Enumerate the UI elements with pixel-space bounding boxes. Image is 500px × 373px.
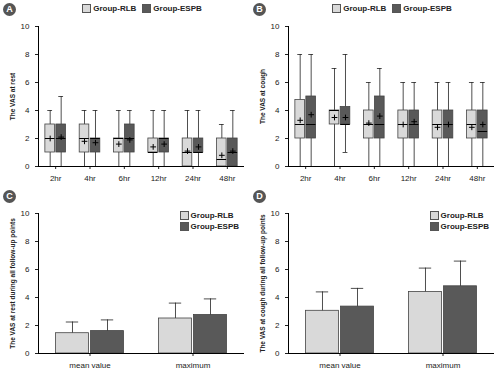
- html-text:B: B: [256, 4, 263, 14]
- svg-text:6: 6: [25, 78, 30, 87]
- svg-text:8: 8: [275, 237, 280, 246]
- svg-text:0: 0: [275, 349, 280, 358]
- html-text:C: C: [6, 191, 13, 201]
- svg-text:4: 4: [275, 293, 280, 302]
- svg-text:6: 6: [275, 265, 280, 274]
- svg-text:2: 2: [275, 321, 280, 330]
- svg-text:10: 10: [21, 22, 30, 31]
- svg-text:2: 2: [25, 134, 30, 143]
- svg-text:The VAS at rest during all fol: The VAS at rest during all follow-up poi…: [9, 218, 17, 349]
- svg-text:The VAS at rest: The VAS at rest: [9, 72, 16, 120]
- svg-text:The VAS at cough during all fo: The VAS at cough during all follow-up po…: [259, 214, 267, 353]
- html-text:Group-RLB: Group-RLB: [343, 4, 387, 13]
- svg-text:2hr: 2hr: [300, 174, 312, 183]
- svg-text:4hr: 4hr: [334, 174, 346, 183]
- svg-text:4: 4: [275, 106, 280, 115]
- html-text:D: D: [256, 191, 263, 201]
- svg-text:0: 0: [25, 349, 30, 358]
- svg-text:2: 2: [275, 134, 280, 143]
- svg-text:maximum: maximum: [426, 361, 461, 370]
- svg-text:10: 10: [271, 22, 280, 31]
- svg-text:0: 0: [275, 162, 280, 171]
- html-text:Group-RLB: Group-RLB: [440, 211, 484, 220]
- svg-text:10: 10: [271, 209, 280, 218]
- svg-text:4hr: 4hr: [84, 174, 96, 183]
- svg-text:2hr: 2hr: [50, 174, 62, 183]
- svg-text:2: 2: [25, 321, 30, 330]
- html-text:Group-ESPB: Group-ESPB: [153, 4, 202, 13]
- html-text:A: A: [6, 4, 13, 14]
- svg-text:mean value: mean value: [319, 361, 361, 370]
- svg-text:10: 10: [21, 209, 30, 218]
- html-text:Group-RLB: Group-RLB: [190, 211, 234, 220]
- svg-text:6hr: 6hr: [119, 174, 131, 183]
- svg-text:The VAS at cough: The VAS at cough: [259, 69, 267, 124]
- svg-text:12hr: 12hr: [151, 174, 167, 183]
- svg-text:6: 6: [25, 265, 30, 274]
- svg-text:maximum: maximum: [176, 361, 211, 370]
- svg-text:48hr: 48hr: [469, 174, 485, 183]
- svg-text:48hr: 48hr: [219, 174, 235, 183]
- svg-text:6hr: 6hr: [369, 174, 381, 183]
- html-text:Group-RLB: Group-RLB: [93, 4, 137, 13]
- svg-text:0: 0: [25, 162, 30, 171]
- html-text:Group-ESPB: Group-ESPB: [190, 222, 239, 231]
- svg-text:4: 4: [25, 293, 30, 302]
- html-text:Group-ESPB: Group-ESPB: [440, 222, 489, 231]
- svg-text:12hr: 12hr: [401, 174, 417, 183]
- svg-text:4: 4: [25, 106, 30, 115]
- svg-text:8: 8: [275, 50, 280, 59]
- svg-text:24hr: 24hr: [185, 174, 201, 183]
- svg-text:6: 6: [275, 78, 280, 87]
- html-text:Group-ESPB: Group-ESPB: [403, 4, 452, 13]
- svg-text:8: 8: [25, 237, 30, 246]
- svg-text:8: 8: [25, 50, 30, 59]
- svg-text:24hr: 24hr: [435, 174, 451, 183]
- svg-text:mean value: mean value: [69, 361, 111, 370]
